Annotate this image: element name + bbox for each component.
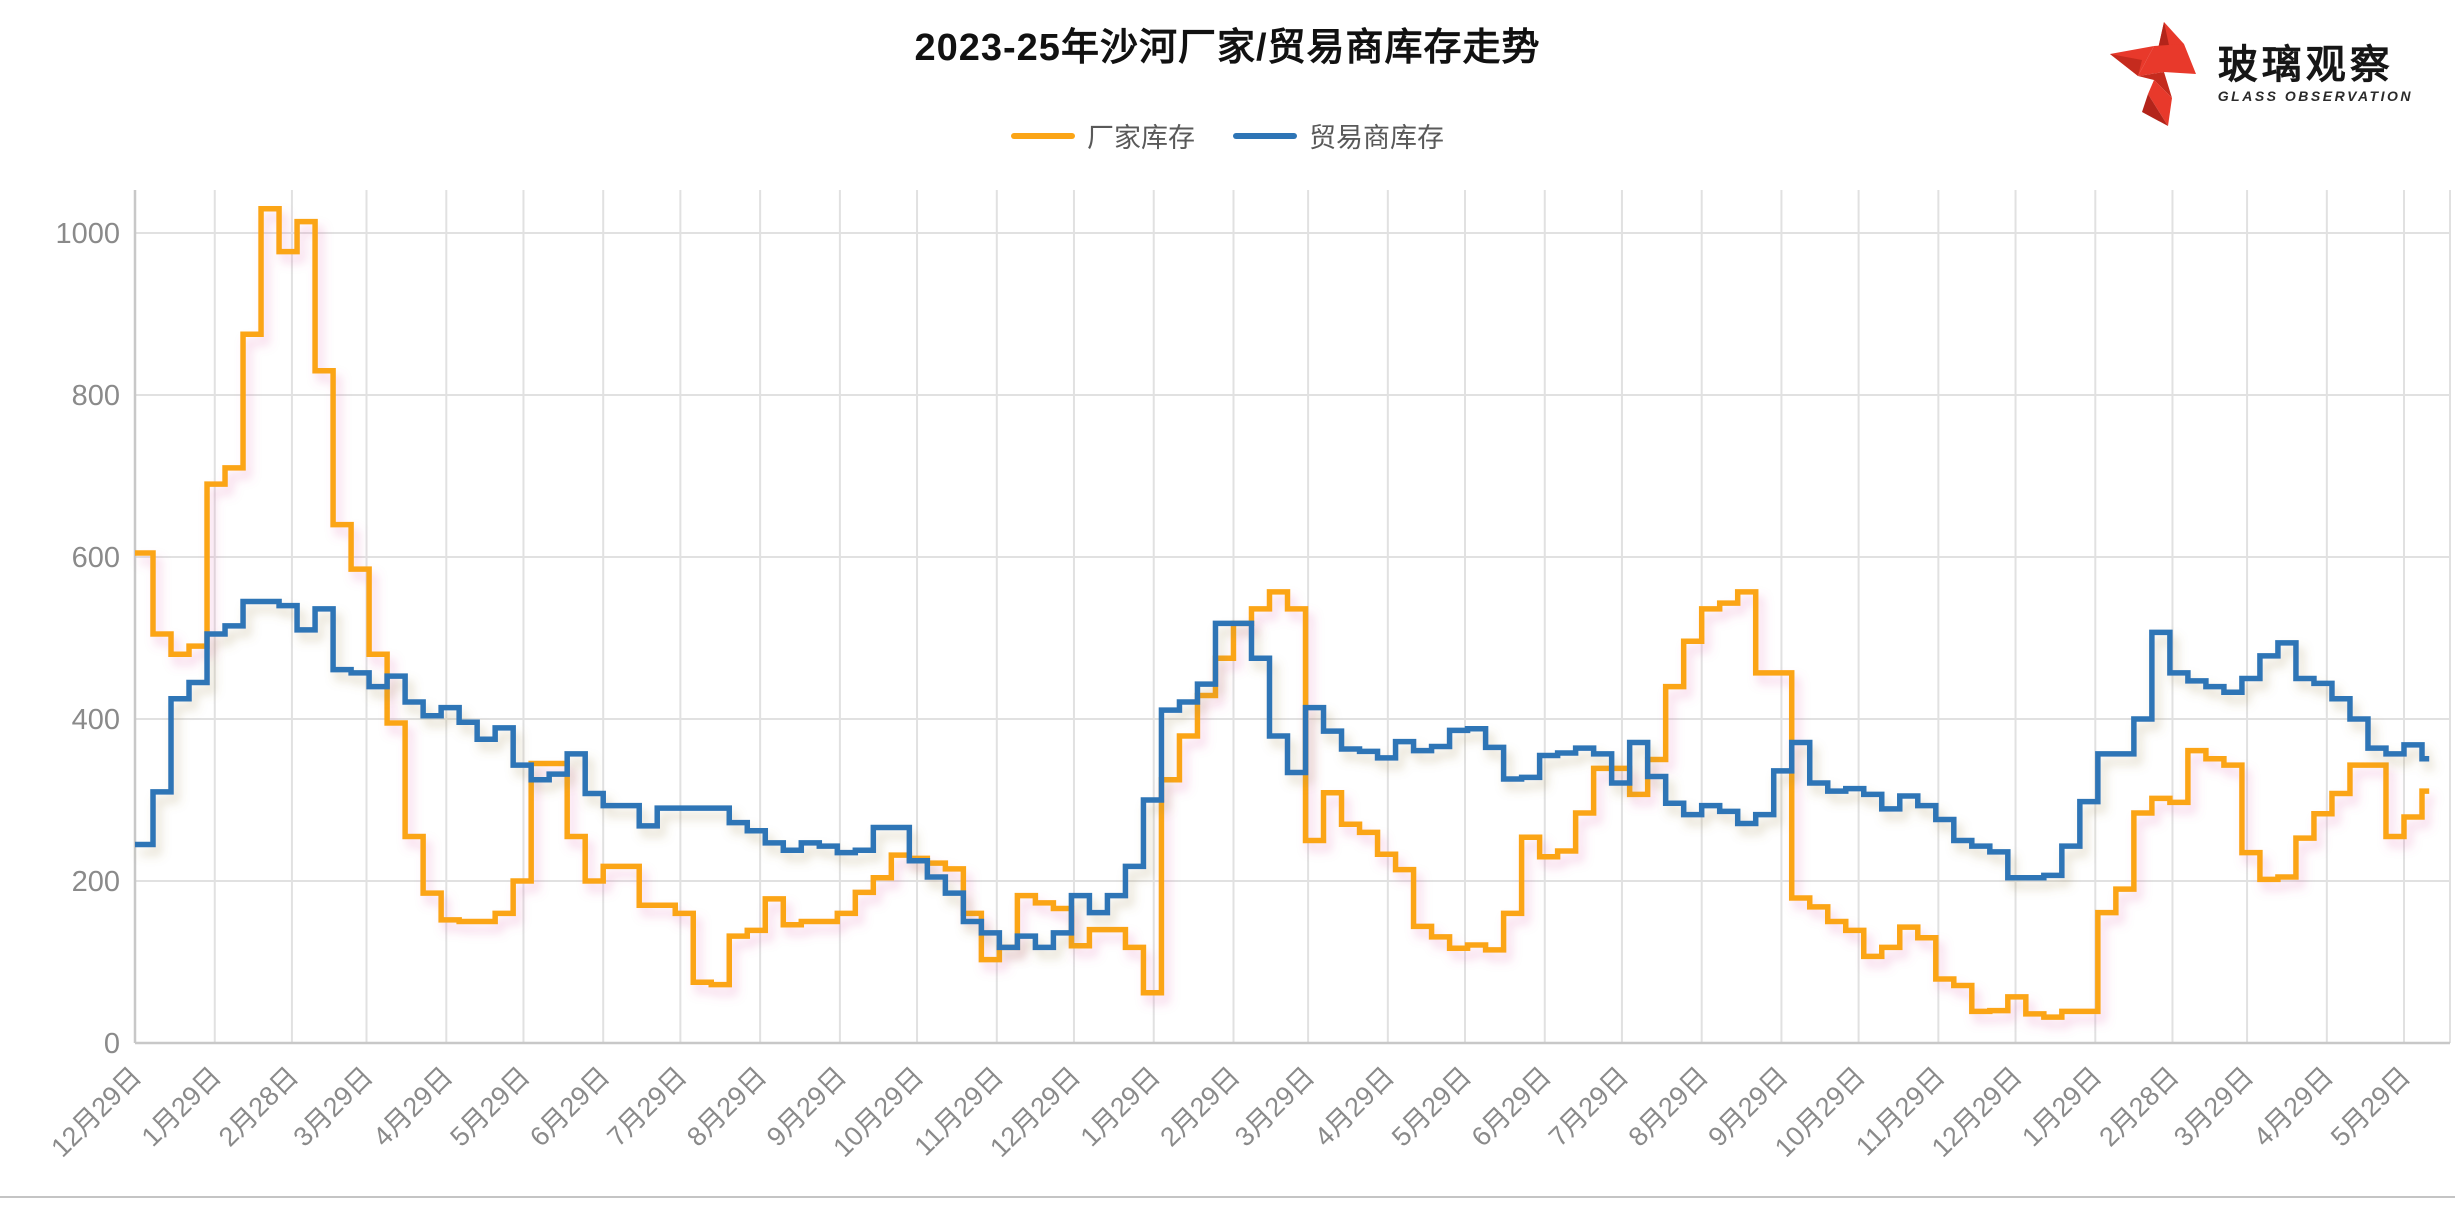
svg-text:8月29日: 8月29日 bbox=[1623, 1061, 1714, 1152]
chart-title: 2023-25年沙河厂家/贸易商库存走势 bbox=[914, 27, 1541, 69]
svg-text:5月29日: 5月29日 bbox=[2325, 1061, 2416, 1152]
logo-subtitle: GLASS OBSERVATION bbox=[2217, 88, 2413, 104]
svg-text:4月29日: 4月29日 bbox=[2248, 1061, 2339, 1152]
svg-text:3月29日: 3月29日 bbox=[1229, 1061, 1320, 1152]
svg-text:5月29日: 5月29日 bbox=[444, 1061, 535, 1152]
trader-series-swatch-icon bbox=[1233, 132, 1297, 139]
svg-text:3月29日: 3月29日 bbox=[288, 1061, 379, 1152]
svg-text:12月29日: 12月29日 bbox=[45, 1061, 147, 1163]
logo-text: 玻璃观察 GLASS OBSERVATION bbox=[2218, 44, 2413, 104]
legend-label-trader: 贸易商库存 bbox=[1309, 123, 1444, 153]
svg-text:800: 800 bbox=[72, 380, 120, 412]
trader-inventory-line bbox=[135, 598, 2430, 951]
chart-legend: 厂家库存 贸易商库存 bbox=[0, 116, 2455, 155]
svg-text:7月29日: 7月29日 bbox=[1543, 1061, 1634, 1152]
legend-item-factory: 厂家库存 bbox=[1011, 116, 1195, 155]
svg-text:1月29日: 1月29日 bbox=[136, 1061, 227, 1152]
svg-text:7月29日: 7月29日 bbox=[601, 1061, 692, 1152]
svg-text:2月28日: 2月28日 bbox=[2093, 1061, 2184, 1152]
factory-inventory-line bbox=[135, 205, 2430, 1020]
svg-text:2月29日: 2月29日 bbox=[1154, 1061, 1245, 1152]
legend-item-trader: 贸易商库存 bbox=[1233, 116, 1444, 155]
glass-observation-logo: 玻璃观察 GLASS OBSERVATION bbox=[2108, 20, 2413, 128]
svg-text:1月29日: 1月29日 bbox=[2016, 1061, 2107, 1152]
svg-text:3月29日: 3月29日 bbox=[2168, 1061, 2259, 1152]
svg-text:8月29日: 8月29日 bbox=[681, 1061, 772, 1152]
svg-text:6月29日: 6月29日 bbox=[1466, 1061, 1557, 1152]
gridlines bbox=[134, 190, 2451, 1044]
axis-lines bbox=[133, 190, 2450, 1045]
legend-label-factory: 厂家库存 bbox=[1087, 123, 1195, 153]
x-axis-labels: 12月29日1月29日2月28日3月29日4月29日5月29日6月29日7月29… bbox=[45, 1061, 2416, 1163]
svg-text:200: 200 bbox=[72, 866, 120, 898]
svg-text:600: 600 bbox=[72, 542, 120, 574]
svg-text:5月29日: 5月29日 bbox=[1386, 1061, 1477, 1152]
logo-name: 玻璃观察 bbox=[2217, 43, 2394, 87]
series-lines bbox=[135, 205, 2430, 1020]
svg-text:1月29日: 1月29日 bbox=[1075, 1061, 1166, 1152]
svg-text:2月28日: 2月28日 bbox=[213, 1061, 304, 1152]
svg-text:400: 400 bbox=[72, 704, 120, 736]
logo-star-icon bbox=[2109, 22, 2196, 126]
y-axis-labels: 0 200 400 600 800 1000 bbox=[55, 218, 120, 1060]
svg-text:6月29日: 6月29日 bbox=[524, 1061, 615, 1152]
svg-text:1000: 1000 bbox=[55, 218, 120, 250]
svg-text:4月29日: 4月29日 bbox=[367, 1061, 458, 1152]
factory-series-swatch-icon bbox=[1011, 132, 1075, 139]
window-bottom-edge bbox=[0, 1196, 2455, 1205]
svg-text:4月29日: 4月29日 bbox=[1309, 1061, 1400, 1152]
svg-text:0: 0 bbox=[104, 1028, 120, 1060]
